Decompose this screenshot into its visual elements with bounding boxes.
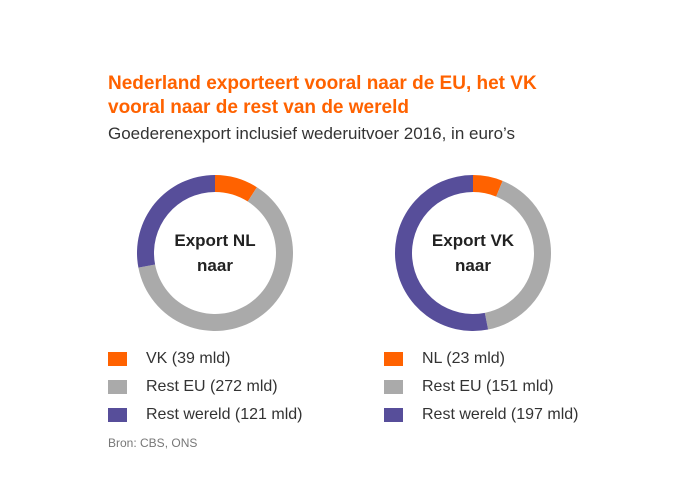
title-line-1: Nederland exporteert vooral naar de EU, … bbox=[108, 73, 537, 94]
legend-vk: NL (23 mld) Rest EU (151 mld) Rest werel… bbox=[384, 345, 579, 429]
center-label-line-2: naar bbox=[197, 256, 233, 275]
legend-swatch bbox=[108, 352, 127, 366]
donut-chart-nl: Export NL naar bbox=[130, 168, 300, 338]
legend-label: Rest wereld (121 mld) bbox=[146, 406, 303, 423]
donut-segment-rest-eu bbox=[484, 180, 551, 330]
donut-segment-rest-wereld bbox=[395, 175, 489, 331]
center-label-line-1: Export NL bbox=[174, 231, 256, 250]
legend-swatch bbox=[108, 380, 127, 394]
title-line-2: vooral naar de rest van de wereld bbox=[108, 97, 409, 118]
chart-subtitle: Goederenexport inclusief wederuitvoer 20… bbox=[108, 124, 515, 143]
legend-label: Rest EU (272 mld) bbox=[146, 378, 278, 395]
legend-swatch bbox=[108, 408, 127, 422]
donut-svg-nl bbox=[137, 175, 293, 331]
legend-label: VK (39 mld) bbox=[146, 350, 231, 367]
source-note: Bron: CBS, ONS bbox=[108, 436, 198, 450]
legend-item: Rest EU (151 mld) bbox=[384, 373, 579, 401]
legend-nl: VK (39 mld) Rest EU (272 mld) Rest werel… bbox=[108, 345, 303, 429]
donut-segment-rest-wereld bbox=[137, 175, 215, 268]
legend-item: Rest EU (272 mld) bbox=[108, 373, 303, 401]
donut-segment-nl bbox=[473, 175, 503, 197]
legend-label: NL (23 mld) bbox=[422, 350, 505, 367]
donut-center-label-vk: Export VK naar bbox=[388, 168, 558, 338]
legend-swatch bbox=[384, 352, 403, 366]
legend-label: Rest EU (151 mld) bbox=[422, 378, 554, 395]
donut-svg-vk bbox=[395, 175, 551, 331]
donut-segment-vk bbox=[215, 175, 257, 202]
legend-item: VK (39 mld) bbox=[108, 345, 303, 373]
legend-item: NL (23 mld) bbox=[384, 345, 579, 373]
center-label-line-2: naar bbox=[455, 256, 491, 275]
legend-item: Rest wereld (197 mld) bbox=[384, 401, 579, 429]
center-label-line-1: Export VK bbox=[431, 231, 515, 250]
legend-swatch bbox=[384, 408, 403, 422]
chart-title: Nederland exporteert vooral naar de EU, … bbox=[108, 72, 668, 120]
legend-swatch bbox=[384, 380, 403, 394]
legend-item: Rest wereld (121 mld) bbox=[108, 401, 303, 429]
legend-label: Rest wereld (197 mld) bbox=[422, 406, 579, 423]
donut-chart-vk: Export VK naar bbox=[388, 168, 558, 338]
donut-center-label-nl: Export NL naar bbox=[130, 168, 300, 338]
